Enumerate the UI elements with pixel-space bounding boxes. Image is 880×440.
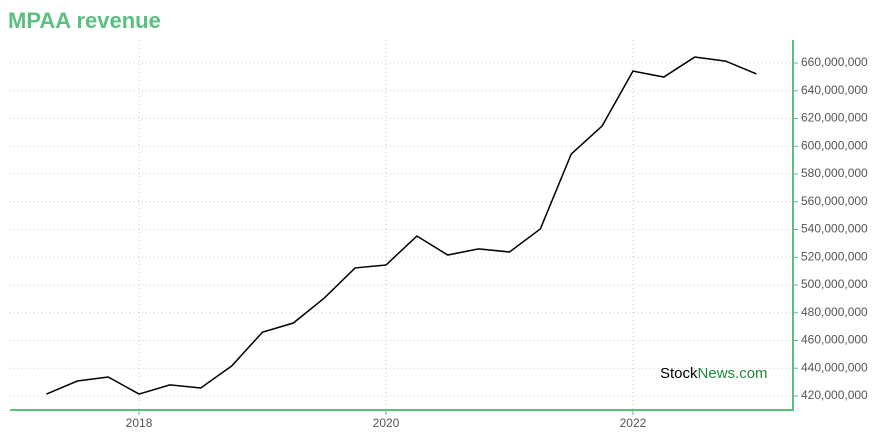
x-tick-label: 2020 [373,416,400,430]
line [46,56,757,395]
y-tick-label: 440,000,000 [801,360,868,374]
y-tick-label: 540,000,000 [801,222,868,236]
y-tick-label: 460,000,000 [801,333,868,347]
y-tick-label: 480,000,000 [801,305,868,319]
watermark-prefix: Stock [660,365,698,382]
chart-title: MPAA revenue [8,8,161,33]
y-tick-label: 660,000,000 [801,55,868,69]
x-tick-label: 2022 [620,416,647,430]
x-tick-label: 2018 [126,416,153,430]
y-tick-label: 500,000,000 [801,277,868,291]
watermark: StockNews.com [660,365,768,382]
y-tick-label: 620,000,000 [801,111,868,125]
y-tick-label: 520,000,000 [801,249,868,263]
y-tick-label: 600,000,000 [801,138,868,152]
y-tick-label: 560,000,000 [801,194,868,208]
watermark-suffix: News.com [698,365,768,382]
y-tick-label: 420,000,000 [801,388,868,402]
y-tick-label: 640,000,000 [801,83,868,97]
y-tick-label: 580,000,000 [801,166,868,180]
